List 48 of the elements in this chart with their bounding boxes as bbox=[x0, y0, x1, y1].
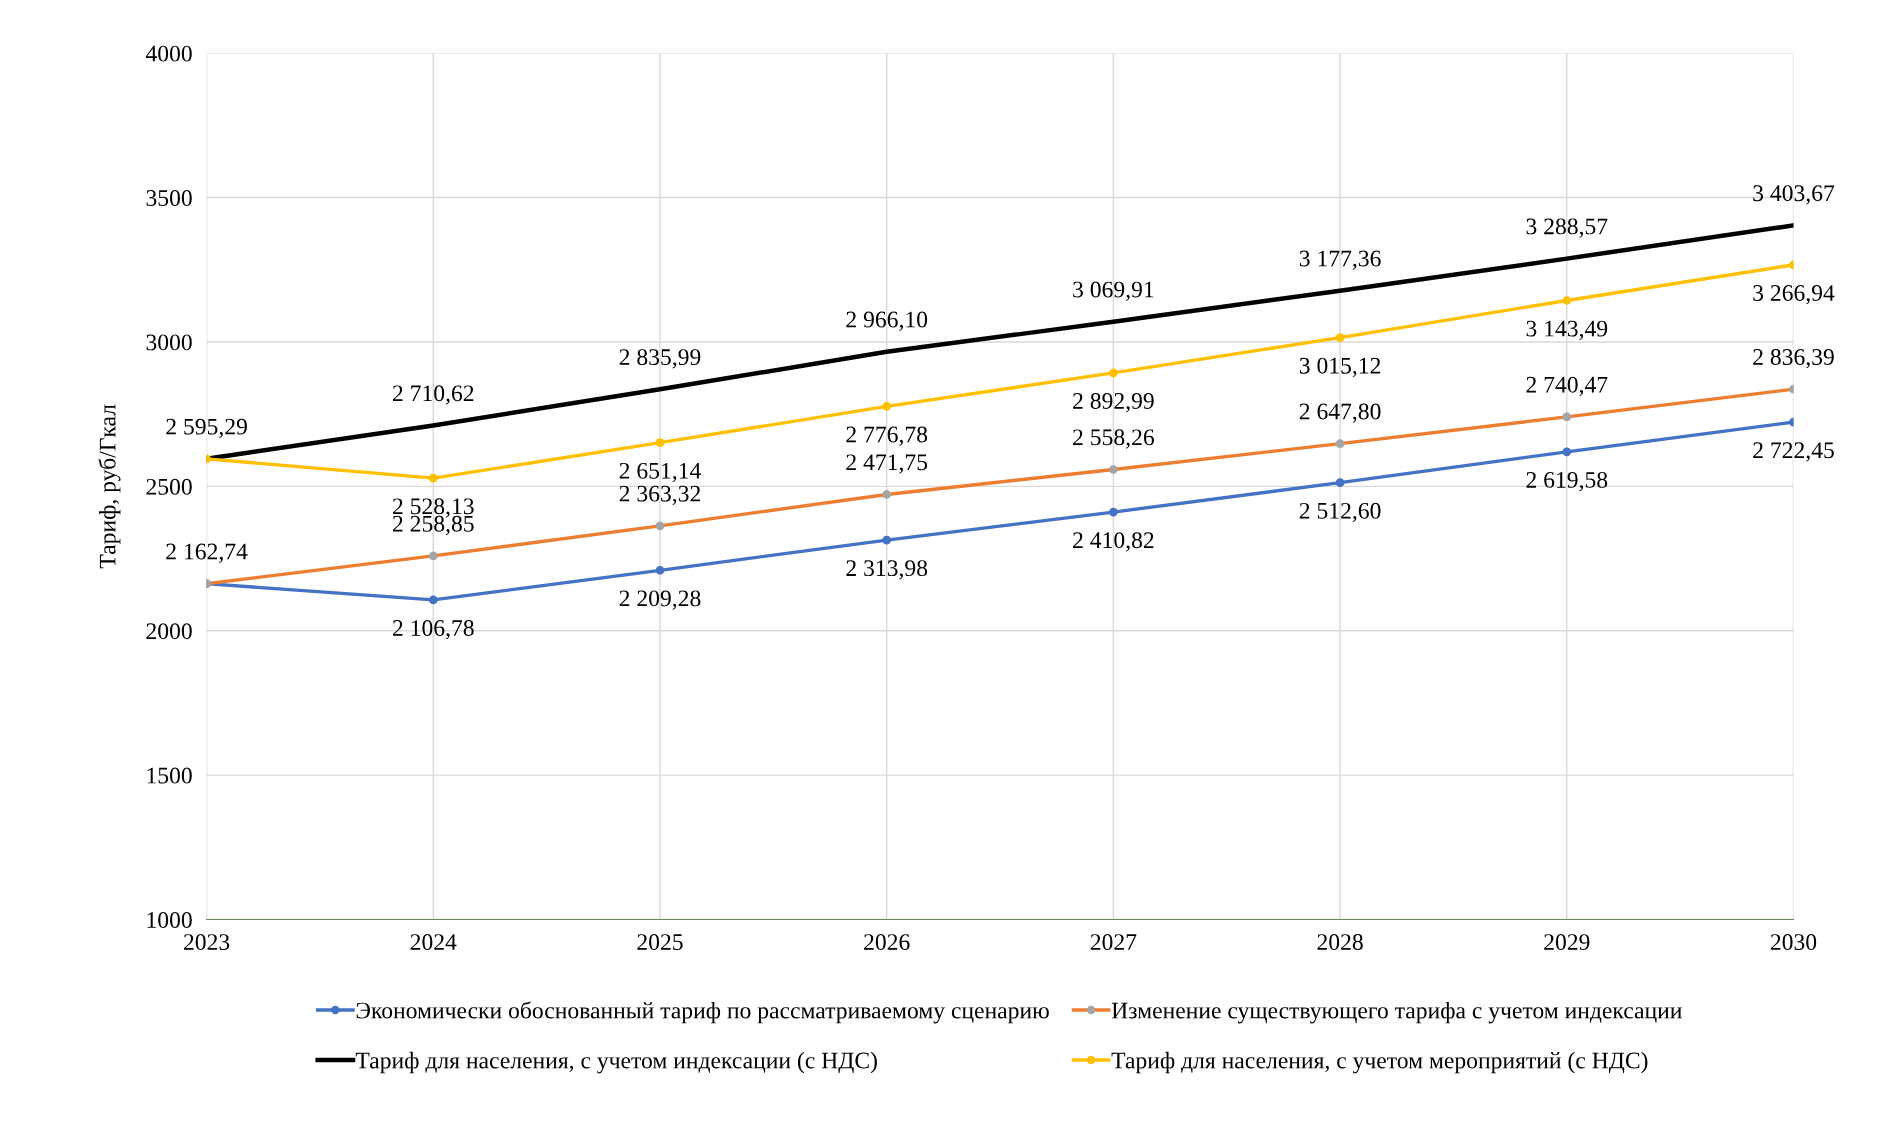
y-tick-label: 3500 bbox=[146, 190, 192, 206]
data-label: 2 836,39 bbox=[1753, 349, 1834, 369]
data-label: 3 177,36 bbox=[1299, 250, 1381, 270]
data-label: 2 776,78 bbox=[846, 426, 928, 446]
data-label: 2 835,99 bbox=[619, 349, 701, 369]
data-label: 2 740,47 bbox=[1526, 376, 1608, 397]
data-label: 2 710,62 bbox=[393, 385, 474, 405]
legend-label: Тариф для населения, с учетом индексации (с НДС) bbox=[355, 1051, 877, 1074]
data-label: 2 313,98 bbox=[846, 560, 928, 580]
data-label: 2 558,26 bbox=[1073, 429, 1154, 449]
data-label: 2 892,99 bbox=[1073, 392, 1154, 413]
data-label: 2 471,75 bbox=[846, 454, 928, 474]
data-label: 2 647,80 bbox=[1299, 403, 1381, 423]
data-label: 2 512,60 bbox=[1299, 502, 1381, 523]
legend-label: Экономически обоснованный тариф по рассматриваемому сценарию bbox=[356, 1001, 1049, 1024]
x-tick-label: 2028 bbox=[1317, 934, 1363, 951]
data-label: 2 619,58 bbox=[1526, 471, 1608, 492]
y-axis-title: Тариф, руб/Гкал bbox=[98, 404, 121, 569]
x-tick-label: 2029 bbox=[1544, 934, 1590, 951]
data-label: 3 288,57 bbox=[1526, 218, 1608, 238]
y-tick-label: 2500 bbox=[146, 478, 192, 495]
data-label: 2 651,14 bbox=[619, 462, 701, 483]
data-label: 3 403,67 bbox=[1753, 185, 1835, 205]
data-label: 2 106,78 bbox=[393, 620, 474, 640]
x-tick-label: 2027 bbox=[1090, 934, 1137, 951]
y-tick-label: 4000 bbox=[145, 45, 192, 62]
data-label: 2 162,74 bbox=[166, 543, 248, 563]
data-label: 2 722,45 bbox=[1753, 442, 1834, 462]
legend-label: Изменение существующего тарифа с учетом индексации bbox=[1111, 1001, 1682, 1024]
x-tick-label: 2025 bbox=[637, 934, 683, 951]
data-label: 2 363,32 bbox=[619, 485, 700, 505]
x-tick-label: 2026 bbox=[864, 934, 910, 951]
data-label: 2 410,82 bbox=[1073, 532, 1154, 552]
y-tick-label: 2000 bbox=[146, 623, 192, 640]
data-label: 2 209,28 bbox=[619, 590, 701, 610]
x-tick-label: 2023 bbox=[184, 934, 230, 951]
legend-label: Тариф для населения, с учетом мероприятий (с НДС) bbox=[1111, 1051, 1648, 1074]
data-label: 3 266,94 bbox=[1753, 285, 1835, 305]
x-tick-label: 2030 bbox=[1770, 934, 1817, 951]
y-tick-label: 1000 bbox=[147, 911, 192, 928]
y-tick-label: 1500 bbox=[147, 767, 192, 784]
data-label: 2 595,29 bbox=[166, 418, 247, 438]
data-label: 3 143,49 bbox=[1526, 320, 1608, 340]
x-tick-label: 2024 bbox=[410, 934, 457, 951]
y-tick-label: 3000 bbox=[146, 334, 192, 351]
data-label: 3 069,91 bbox=[1073, 281, 1154, 301]
data-label: 2 966,10 bbox=[846, 311, 928, 331]
data-label: 3 015,12 bbox=[1299, 357, 1381, 378]
